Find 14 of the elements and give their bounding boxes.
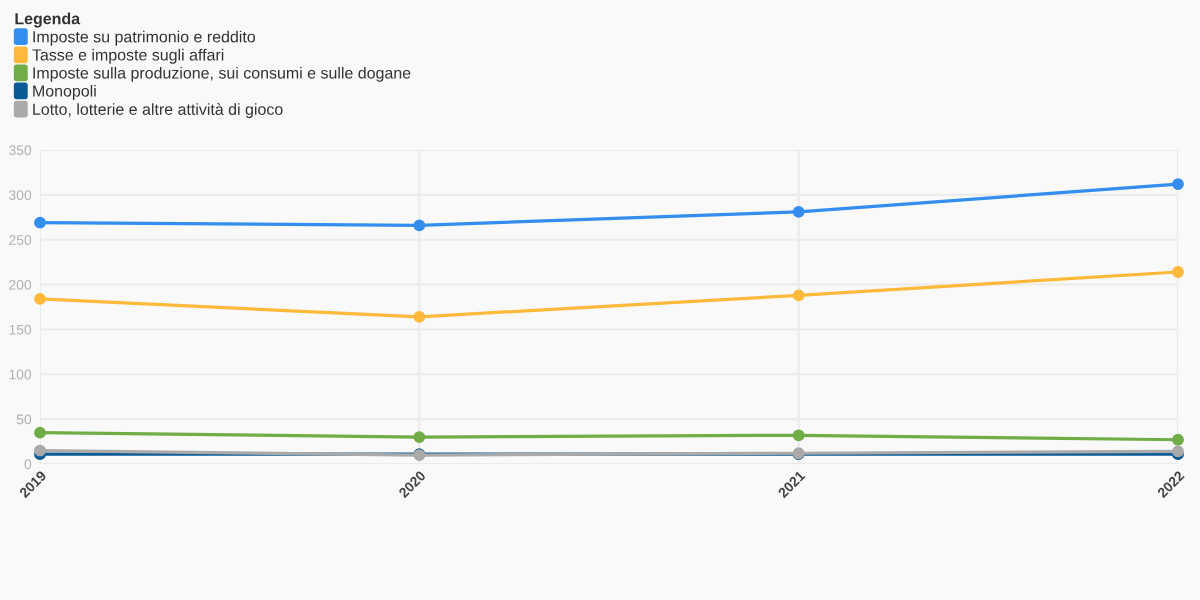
legend-label: Monopoli (33, 84, 96, 100)
y-tick-label: 300 (9, 190, 32, 201)
y-tick-label: 100 (9, 369, 32, 380)
y-tick-label: 150 (9, 324, 32, 335)
y-tick-label: 0 (24, 459, 32, 470)
y-tick-label: 250 (9, 235, 32, 245)
y-tick-label: 350 (9, 145, 32, 156)
y-tick-label: 200 (9, 279, 32, 290)
legend-title: Legenda (15, 12, 81, 28)
legend-label: Lotto, lotterie e altre attività di gioco (33, 103, 283, 119)
legend-label: Imposte sulla produzione, sui consumi e sulle dogane (33, 66, 411, 82)
legend-label: Tasse e imposte sugli affari (32, 48, 224, 64)
legend-label: Imposte su patrimonio e reddito (33, 30, 256, 46)
y-tick-label: 50 (16, 414, 32, 425)
